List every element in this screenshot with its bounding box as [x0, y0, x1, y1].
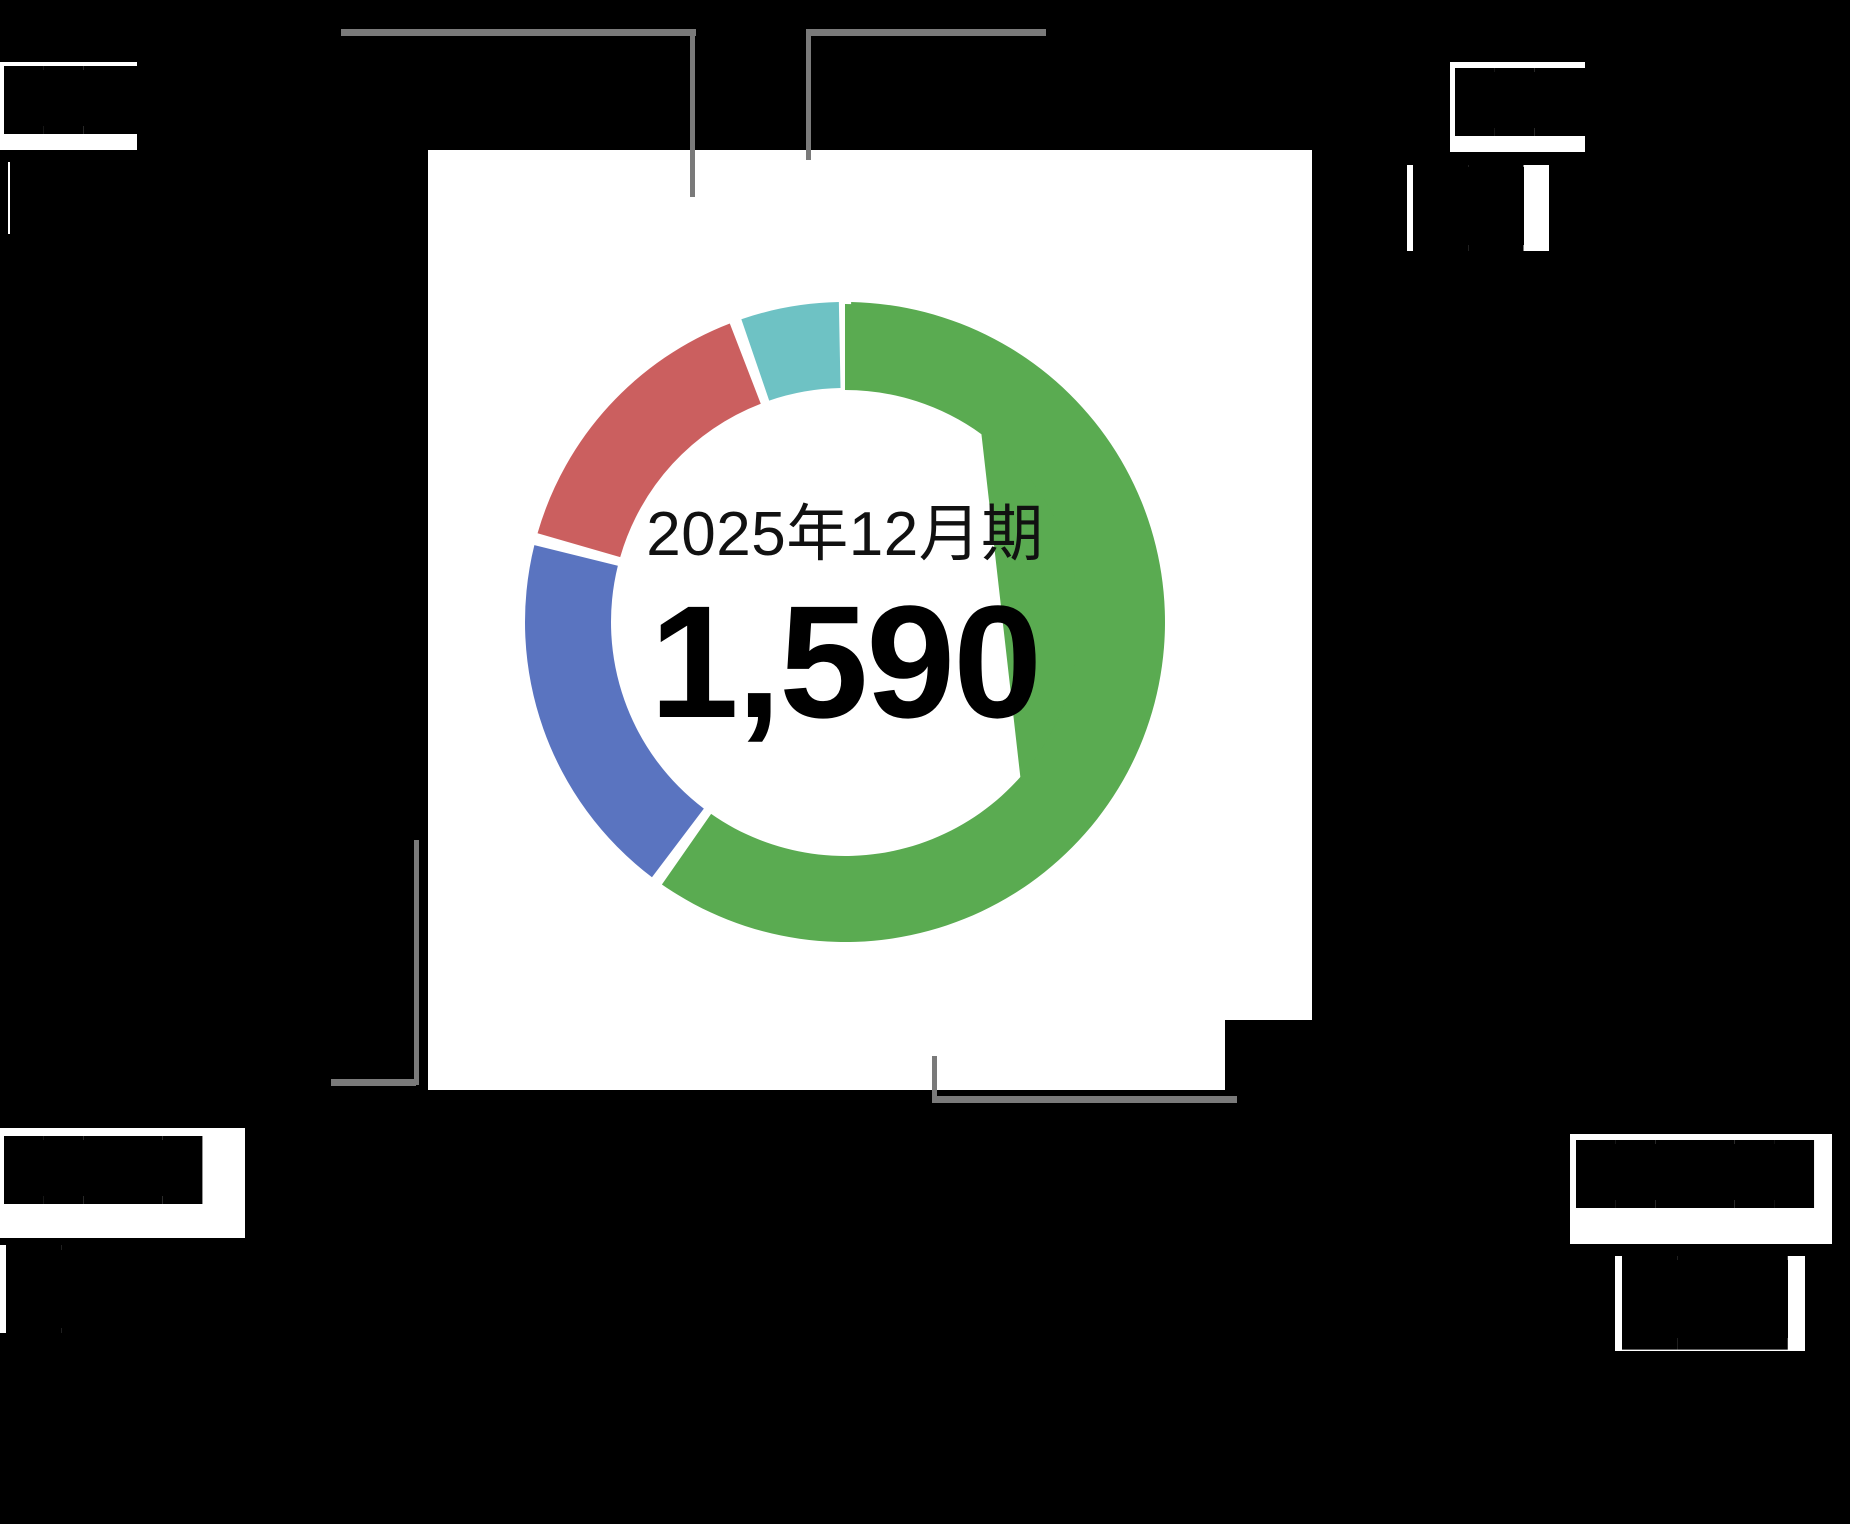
leader-line-bottom-left-vertical — [414, 840, 419, 1085]
donut-svg — [524, 302, 1165, 943]
leader-line-bottom-right-horizontal — [932, 1096, 1237, 1103]
leader-line-top-right-horizontal — [806, 29, 1046, 36]
callout-top-right-name-text: ████ — [1455, 68, 1614, 131]
donut-slice-2[interactable] — [524, 545, 704, 878]
donut-slice-3[interactable] — [537, 323, 761, 558]
leader-line-bottom-left-horizontal — [331, 1079, 416, 1086]
callout-bottom-left-name-text: █████ — [4, 1136, 203, 1199]
donut-slice-1[interactable] — [661, 302, 1165, 943]
callout-top-right-value-text: ██ — [1413, 162, 1524, 250]
donut-slice-4[interactable] — [741, 302, 841, 401]
callout-bottom-right-name-text: ██████ — [1576, 1140, 1815, 1203]
leader-line-bottom-right-vertical — [932, 1056, 937, 1102]
callout-bottom-right-value-text: ███ — [1622, 1255, 1788, 1343]
callout-top-left-name-text: ██████ — [4, 66, 243, 129]
donut-chart — [375, 152, 1315, 1092]
leader-line-top-left-vertical — [690, 29, 695, 197]
leader-line-top-left-horizontal — [341, 29, 696, 36]
callout-bottom-left-value-text: ███ — [6, 1245, 172, 1333]
callout-top-left-value-text: ███ — [10, 155, 176, 243]
leader-line-top-right-vertical — [806, 29, 811, 160]
